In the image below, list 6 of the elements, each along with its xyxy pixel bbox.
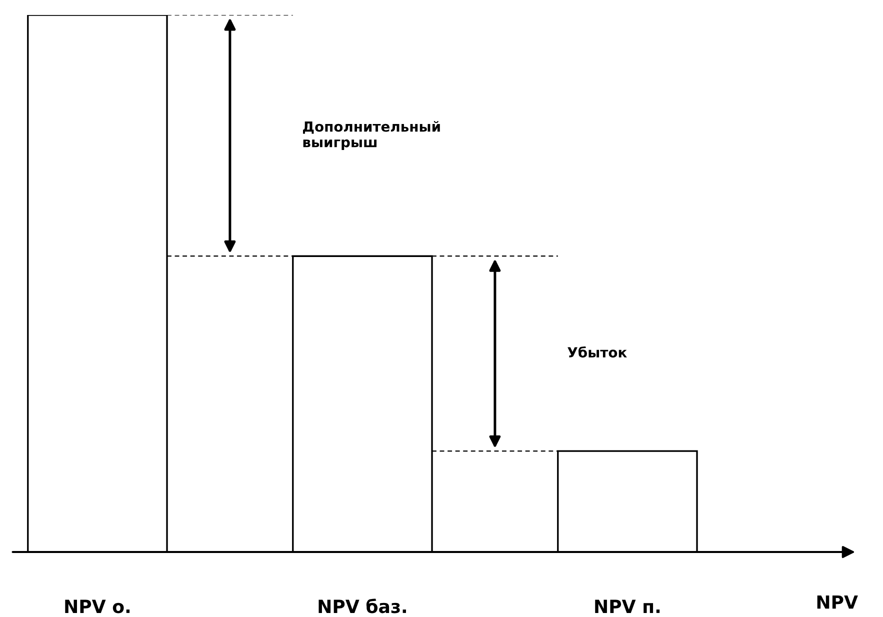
annotation: Убыток bbox=[568, 346, 627, 358]
x-tick-label: NPV о. bbox=[65, 600, 130, 614]
annotation: Дополнительный выигрыш bbox=[303, 121, 440, 150]
x-tick-label: NPV баз. bbox=[318, 598, 406, 614]
x-axis-title: NPV bbox=[817, 596, 858, 609]
x-tick-label: NPV п. bbox=[595, 600, 660, 613]
